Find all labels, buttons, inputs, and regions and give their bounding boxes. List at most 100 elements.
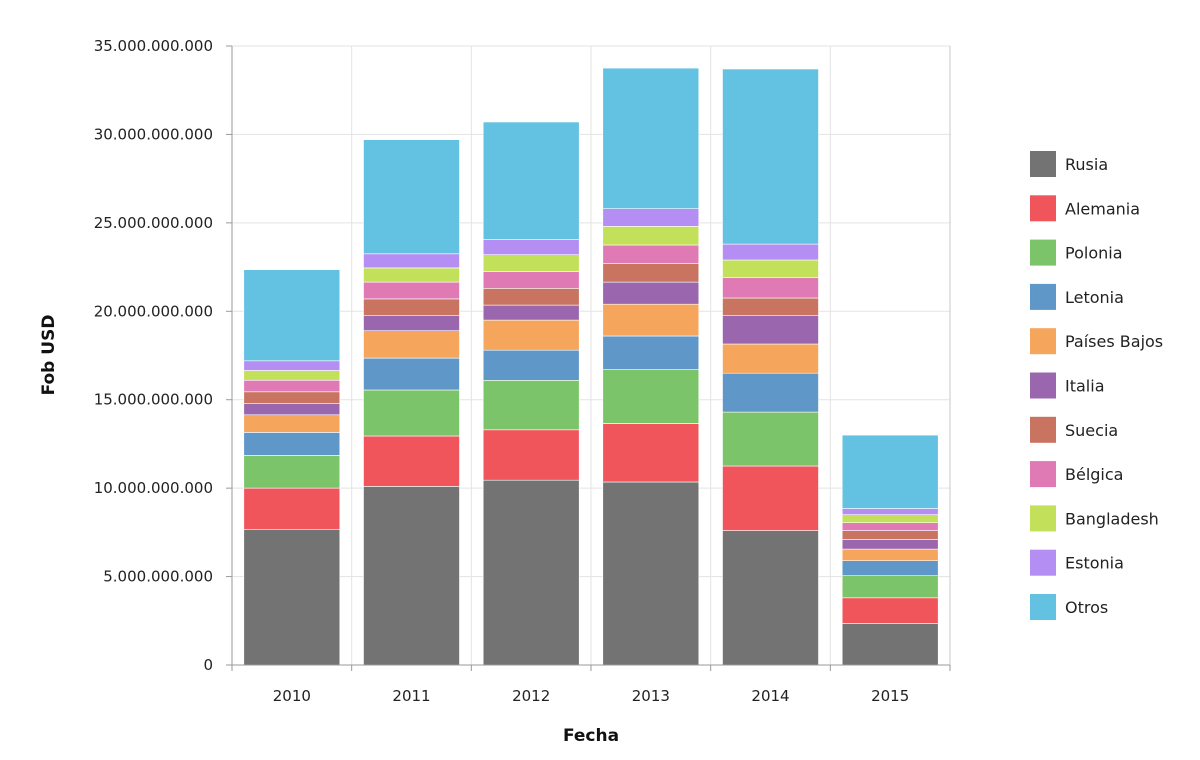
bar-segment-2010-rusia[interactable] [243, 529, 341, 666]
bar-segment-2011-italia[interactable] [363, 315, 460, 332]
bar-segment-2014-bangladesh[interactable] [722, 259, 819, 279]
x-axis-title: Fecha [563, 726, 619, 746]
bar-segment-2014-estonia[interactable] [722, 243, 819, 261]
x-tick-label: 2010 [273, 687, 311, 705]
y-tick-label: 20.000.000.000 [94, 302, 213, 320]
y-tick-label: 0 [203, 656, 213, 674]
bar-segment-2013-rusia[interactable] [602, 481, 700, 666]
legend-swatch [1030, 239, 1056, 266]
bars [243, 67, 939, 666]
bar-segment-2013-bélgica[interactable] [602, 244, 700, 264]
bar-segment-2010-otros[interactable] [243, 269, 341, 362]
bar-segment-2014-alemania[interactable] [722, 465, 819, 531]
legend-swatch [1030, 372, 1056, 399]
bar-segment-2010-polonia[interactable] [243, 455, 341, 489]
legend-swatch [1030, 416, 1056, 443]
bar-segment-2010-italia[interactable] [243, 402, 341, 416]
bar-segment-2015-rusia[interactable] [841, 623, 939, 666]
bar-segment-2010-países-bajos[interactable] [243, 414, 341, 433]
bar-segment-2011-alemania[interactable] [363, 435, 460, 487]
bar-segment-2013-letonia[interactable] [602, 335, 700, 370]
bar-segment-2012-rusia[interactable] [482, 479, 580, 666]
legend-label: Estonia [1065, 554, 1124, 573]
bar-segment-2015-países-bajos[interactable] [841, 548, 939, 562]
legend-label: Bangladesh [1065, 509, 1159, 528]
legend-swatch [1030, 151, 1056, 177]
bar-segment-2012-países-bajos[interactable] [482, 319, 580, 351]
bar-segment-2014-suecia[interactable] [722, 297, 819, 317]
legend-label: Letonia [1065, 288, 1124, 307]
bar-segment-2013-alemania[interactable] [602, 423, 700, 483]
legend-swatch [1030, 461, 1056, 488]
y-tick-label: 30.000.000.000 [94, 125, 213, 143]
bar-segment-2014-países-bajos[interactable] [722, 343, 819, 374]
bar-segment-2015-suecia[interactable] [841, 530, 939, 540]
legend-label: Suecia [1065, 421, 1118, 440]
x-tick-label: 2013 [632, 687, 670, 705]
y-tick-label: 35.000.000.000 [94, 37, 213, 55]
bar-segment-2015-bélgica[interactable] [841, 522, 939, 531]
bar-segment-2015-bangladesh[interactable] [841, 514, 939, 524]
bar-segment-2012-polonia[interactable] [482, 379, 580, 431]
bar-segment-2011-bélgica[interactable] [363, 281, 460, 300]
bar-segment-2012-bélgica[interactable] [482, 271, 580, 289]
bar-segment-2010-bangladesh[interactable] [243, 370, 341, 381]
legend-label: Polonia [1065, 244, 1123, 263]
bar-segment-2015-polonia[interactable] [841, 575, 939, 599]
bar-segment-2011-letonia[interactable] [363, 357, 460, 391]
legend-swatch [1030, 594, 1056, 620]
legend-swatch [1030, 549, 1056, 576]
bar-segment-2014-polonia[interactable] [722, 411, 819, 467]
bar-segment-2014-bélgica[interactable] [722, 277, 819, 299]
bar-segment-2013-bangladesh[interactable] [602, 226, 700, 246]
bar-segment-2010-suecia[interactable] [243, 391, 341, 404]
legend-swatch [1030, 195, 1056, 222]
bar-segment-2014-rusia[interactable] [722, 530, 819, 666]
bar-segment-2012-suecia[interactable] [482, 287, 580, 306]
bar-segment-2015-letonia[interactable] [841, 560, 939, 577]
bar-segment-2011-rusia[interactable] [363, 486, 460, 666]
y-tick-label: 15.000.000.000 [94, 391, 213, 409]
legend-label: Otros [1065, 598, 1108, 617]
bar-segment-2015-estonia[interactable] [841, 508, 939, 515]
bar-segment-2015-otros[interactable] [841, 434, 939, 509]
bar-segment-2013-polonia[interactable] [602, 369, 700, 424]
x-tick-label: 2015 [871, 687, 909, 705]
bar-segment-2011-suecia[interactable] [363, 298, 460, 316]
bar-segment-2012-bangladesh[interactable] [482, 254, 580, 272]
legend-label: Italia [1065, 377, 1105, 396]
bar-segment-2013-estonia[interactable] [602, 208, 700, 227]
axes [226, 45, 951, 671]
bar-segment-2013-otros[interactable] [602, 67, 700, 210]
bar-segment-2013-italia[interactable] [602, 281, 700, 305]
bar-segment-2012-letonia[interactable] [482, 349, 580, 381]
bar-segment-2011-bangladesh[interactable] [363, 267, 460, 283]
bar-segment-2011-otros[interactable] [363, 139, 460, 255]
bar-segment-2015-alemania[interactable] [841, 597, 939, 624]
bar-segment-2014-italia[interactable] [722, 315, 819, 345]
bar-segment-2015-italia[interactable] [841, 539, 939, 550]
x-tick-label: 2012 [512, 687, 550, 705]
bar-segment-2012-estonia[interactable] [482, 239, 580, 255]
legend-label: Alemania [1065, 199, 1140, 218]
bar-segment-2012-italia[interactable] [482, 304, 580, 321]
bar-segment-2010-letonia[interactable] [243, 432, 341, 456]
bar-segment-2013-países-bajos[interactable] [602, 303, 700, 337]
bar-segment-2014-letonia[interactable] [722, 372, 819, 413]
legend-swatch [1030, 505, 1056, 532]
legend-swatch [1030, 328, 1056, 355]
bar-segment-2012-alemania[interactable] [482, 429, 580, 481]
bar-segment-2014-otros[interactable] [722, 68, 819, 245]
bar-segment-2011-países-bajos[interactable] [363, 330, 460, 359]
y-tick-labels: 0 5.000.000.000 10.000.000.000 15.000.000.0… [94, 37, 213, 674]
x-tick-label: 2011 [392, 687, 430, 705]
bar-segment-2013-suecia[interactable] [602, 263, 700, 283]
bar-segment-2012-otros[interactable] [482, 121, 580, 240]
bar-segment-2010-estonia[interactable] [243, 360, 341, 371]
legend-label: Países Bajos [1065, 332, 1163, 351]
bar-segment-2010-alemania[interactable] [243, 487, 341, 531]
bar-segment-2011-estonia[interactable] [363, 253, 460, 269]
x-tick-label: 2014 [751, 687, 789, 705]
bar-segment-2010-bélgica[interactable] [243, 379, 341, 393]
bar-segment-2011-polonia[interactable] [363, 389, 460, 437]
